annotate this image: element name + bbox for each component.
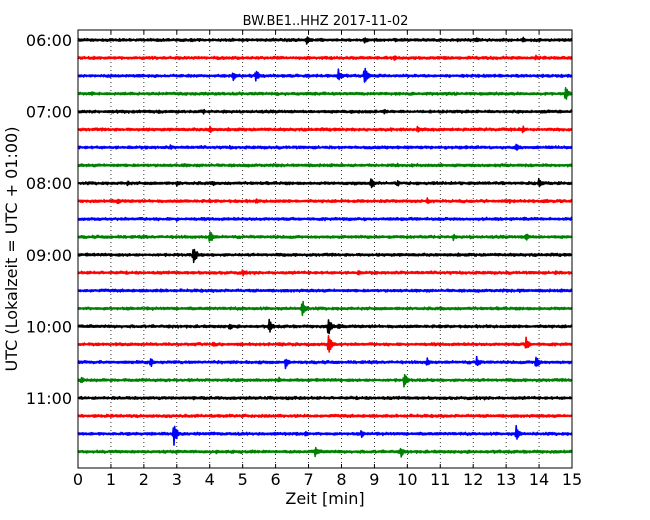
trace-line xyxy=(77,288,573,294)
seismogram-traces xyxy=(77,36,573,458)
y-tick-label: 08:00 xyxy=(26,174,72,193)
trace-line xyxy=(77,54,573,61)
x-tick-label: 9 xyxy=(369,470,379,489)
trace-line xyxy=(77,335,573,353)
x-tick-label: 7 xyxy=(303,470,313,489)
y-tick-label: 06:00 xyxy=(26,31,72,50)
y-tick-label: 10:00 xyxy=(26,317,72,336)
x-tick-label: 12 xyxy=(463,470,483,489)
y-axis-label: UTC (Lokalzeit = UTC + 01:00) xyxy=(2,127,21,372)
trace-line xyxy=(77,269,573,277)
trace-line xyxy=(77,424,573,446)
x-tick-label: 11 xyxy=(430,470,450,489)
y-axis-ticks: 06:00 07:00 08:00 09:00 10:00 11:00 xyxy=(26,31,572,408)
x-tick-label: 5 xyxy=(238,470,248,489)
x-tick-label: 13 xyxy=(496,470,516,489)
trace-line xyxy=(77,108,573,115)
y-tick-label: 09:00 xyxy=(26,246,72,265)
trace-line xyxy=(77,248,573,264)
trace-line xyxy=(77,395,573,401)
trace-line xyxy=(77,231,573,242)
trace-line xyxy=(77,216,573,222)
x-tick-label: 6 xyxy=(271,470,281,489)
trace-line xyxy=(77,143,573,151)
trace-line xyxy=(77,446,573,458)
trace-line xyxy=(77,413,573,419)
trace-line xyxy=(77,197,573,205)
trace-line xyxy=(77,125,573,134)
trace-line xyxy=(77,36,573,45)
x-tick-label: 4 xyxy=(205,470,215,489)
x-tick-label: 3 xyxy=(172,470,182,489)
chart-title: BW.BE1..HHZ 2017-11-02 xyxy=(243,14,409,29)
x-tick-label: 15 xyxy=(562,470,582,489)
trace-line xyxy=(77,177,573,189)
x-tick-label: 0 xyxy=(73,470,83,489)
x-axis-ticks: 0 1 2 3 4 5 6 7 8 9 10 11 12 13 14 15 xyxy=(73,30,582,489)
x-tick-label: 1 xyxy=(106,470,116,489)
plot-frame xyxy=(77,29,573,469)
trace-line xyxy=(77,67,573,83)
x-tick-label: 2 xyxy=(139,470,149,489)
x-tick-label: 8 xyxy=(336,470,346,489)
x-tick-label: 14 xyxy=(529,470,549,489)
x-axis-label: Zeit [min] xyxy=(285,489,364,508)
trace-line xyxy=(77,318,573,335)
trace-line xyxy=(77,87,573,100)
vertical-grid xyxy=(110,30,540,468)
trace-line xyxy=(77,355,573,370)
y-tick-label: 07:00 xyxy=(26,103,72,122)
y-tick-label: 11:00 xyxy=(26,389,72,408)
trace-line xyxy=(77,162,573,168)
trace-line xyxy=(77,300,573,317)
trace-line xyxy=(77,373,573,388)
x-tick-label: 10 xyxy=(397,470,417,489)
